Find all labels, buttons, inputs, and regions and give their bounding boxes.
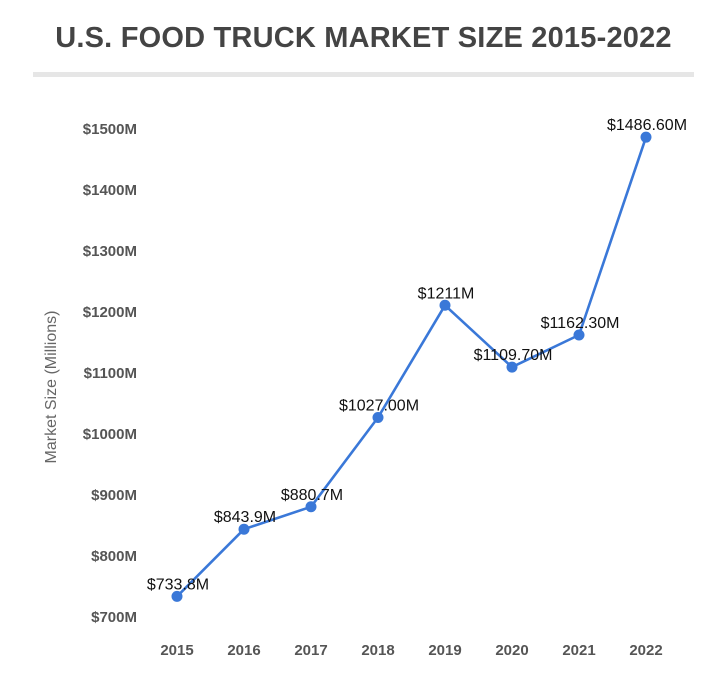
y-tick-label: $1100M: [84, 365, 137, 382]
data-label: $1486.60M: [607, 117, 687, 134]
y-tick-label: $900M: [91, 487, 137, 504]
data-labels: $733.8M $843.9M $880.7M $1027.00M $1211M $110…: [147, 117, 687, 593]
x-axis-ticks: 2015 2016 2017 2018 2019 2020 2021 2022: [160, 642, 662, 659]
x-tick-label: 2020: [495, 642, 528, 659]
x-tick-label: 2021: [562, 642, 595, 659]
x-tick-label: 2017: [294, 642, 327, 659]
y-tick-label: $1200M: [83, 304, 137, 321]
y-tick-label: $1300M: [83, 243, 137, 260]
data-label: $1211M: [418, 285, 475, 302]
y-axis-label: Market Size (Millions): [43, 311, 60, 464]
x-tick-label: 2018: [361, 642, 394, 659]
data-point: [439, 299, 451, 311]
data-label: $1027.00M: [339, 398, 419, 415]
data-point: [640, 131, 652, 143]
y-tick-label: $1000M: [83, 426, 137, 443]
data-label: $1109.70M: [474, 347, 553, 364]
data-point: [372, 412, 384, 424]
data-point: [573, 329, 585, 341]
x-tick-label: 2015: [160, 642, 193, 659]
y-tick-label: $1400M: [83, 182, 137, 199]
data-label: $880.7M: [281, 487, 343, 504]
x-tick-label: 2022: [629, 642, 662, 659]
y-axis-ticks: $700M $800M $900M $1000M $1100M $1200M $1300M $…: [83, 121, 137, 626]
data-points: [171, 131, 652, 602]
chart-title: U.S. FOOD TRUCK MARKET SIZE 2015-2022: [55, 22, 672, 54]
series-line: [176, 136, 648, 598]
data-point: [171, 590, 183, 602]
title-divider: [33, 72, 694, 77]
data-label: $843.9M: [214, 509, 276, 526]
data-point: [238, 523, 250, 535]
y-tick-label: $1500M: [83, 121, 137, 138]
y-tick-label: $800M: [91, 548, 137, 565]
x-tick-label: 2016: [227, 642, 260, 659]
x-tick-label: 2019: [428, 642, 461, 659]
data-label: $733.8M: [147, 576, 209, 593]
y-tick-label: $700M: [91, 609, 137, 626]
data-label: $1162.30M: [541, 315, 620, 332]
data-point: [305, 501, 317, 513]
data-point: [506, 361, 518, 373]
